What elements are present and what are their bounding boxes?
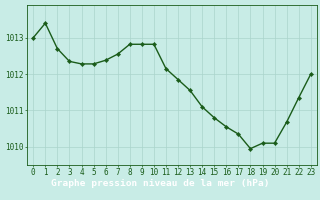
Text: Graphe pression niveau de la mer (hPa): Graphe pression niveau de la mer (hPa) [51, 179, 269, 188]
